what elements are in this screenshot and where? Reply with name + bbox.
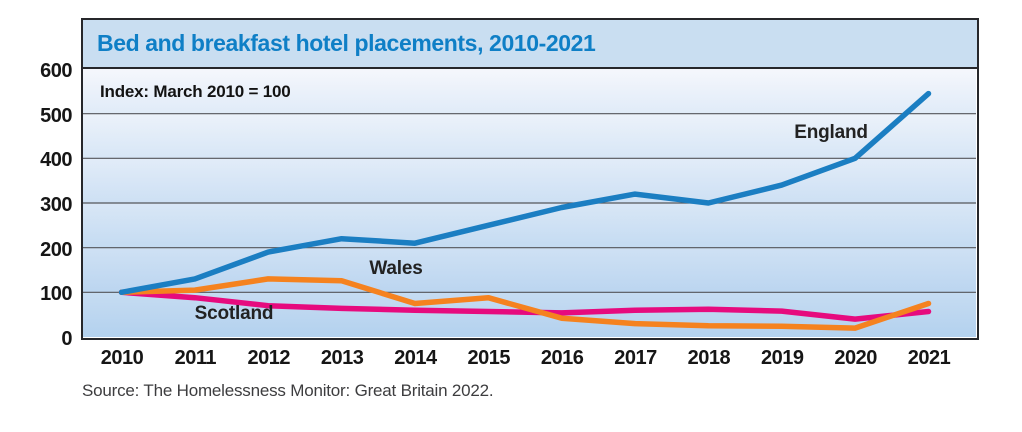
source-note: Source: The Homelessness Monitor: Great …	[82, 381, 494, 400]
chart-box: Bed and breakfast hotel placements, 2010…	[81, 18, 979, 340]
series-label-scotland: Scotland	[194, 303, 274, 324]
plot-background-band	[83, 113, 976, 159]
x-tick-label: 2020	[834, 347, 877, 369]
plot-area: Index: March 2010 = 100 England Wales Sc…	[83, 69, 976, 337]
plot-background-band	[83, 69, 976, 115]
x-tick-label: 2012	[247, 347, 290, 369]
y-tick-label: 600	[40, 60, 72, 82]
plot-background-band	[83, 203, 976, 249]
series-line-scotland	[118, 289, 932, 322]
series-label-england: England	[794, 122, 868, 143]
x-tick-label: 2017	[614, 347, 657, 369]
series-label-wales: Wales	[369, 258, 423, 279]
x-tick-label: 2010	[100, 347, 144, 369]
x-tick-label: 2019	[760, 347, 804, 369]
chart-title: Bed and breakfast hotel placements, 2010…	[97, 30, 596, 56]
line-chart-svg	[83, 69, 976, 337]
y-tick-label: 500	[40, 104, 72, 127]
x-tick-label: 2021	[907, 347, 951, 369]
x-tick-label: 2015	[467, 347, 511, 369]
series-line-england	[118, 90, 932, 296]
y-tick-label: 400	[40, 149, 72, 172]
x-tick-label: 2018	[687, 347, 731, 369]
index-note: Index: March 2010 = 100	[100, 82, 291, 101]
series-line-wales	[118, 276, 932, 331]
y-tick-label: 0	[61, 328, 72, 350]
y-tick-label: 100	[40, 283, 72, 306]
y-tick-label: 200	[40, 238, 72, 261]
x-tick-label: 2014	[394, 347, 437, 369]
chart-header: Bed and breakfast hotel placements, 2010…	[83, 20, 977, 69]
y-tick-label: 300	[40, 194, 72, 216]
x-tick-label: 2011	[174, 347, 217, 369]
x-tick-label: 2016	[540, 347, 584, 369]
x-tick-label: 2013	[320, 347, 364, 369]
